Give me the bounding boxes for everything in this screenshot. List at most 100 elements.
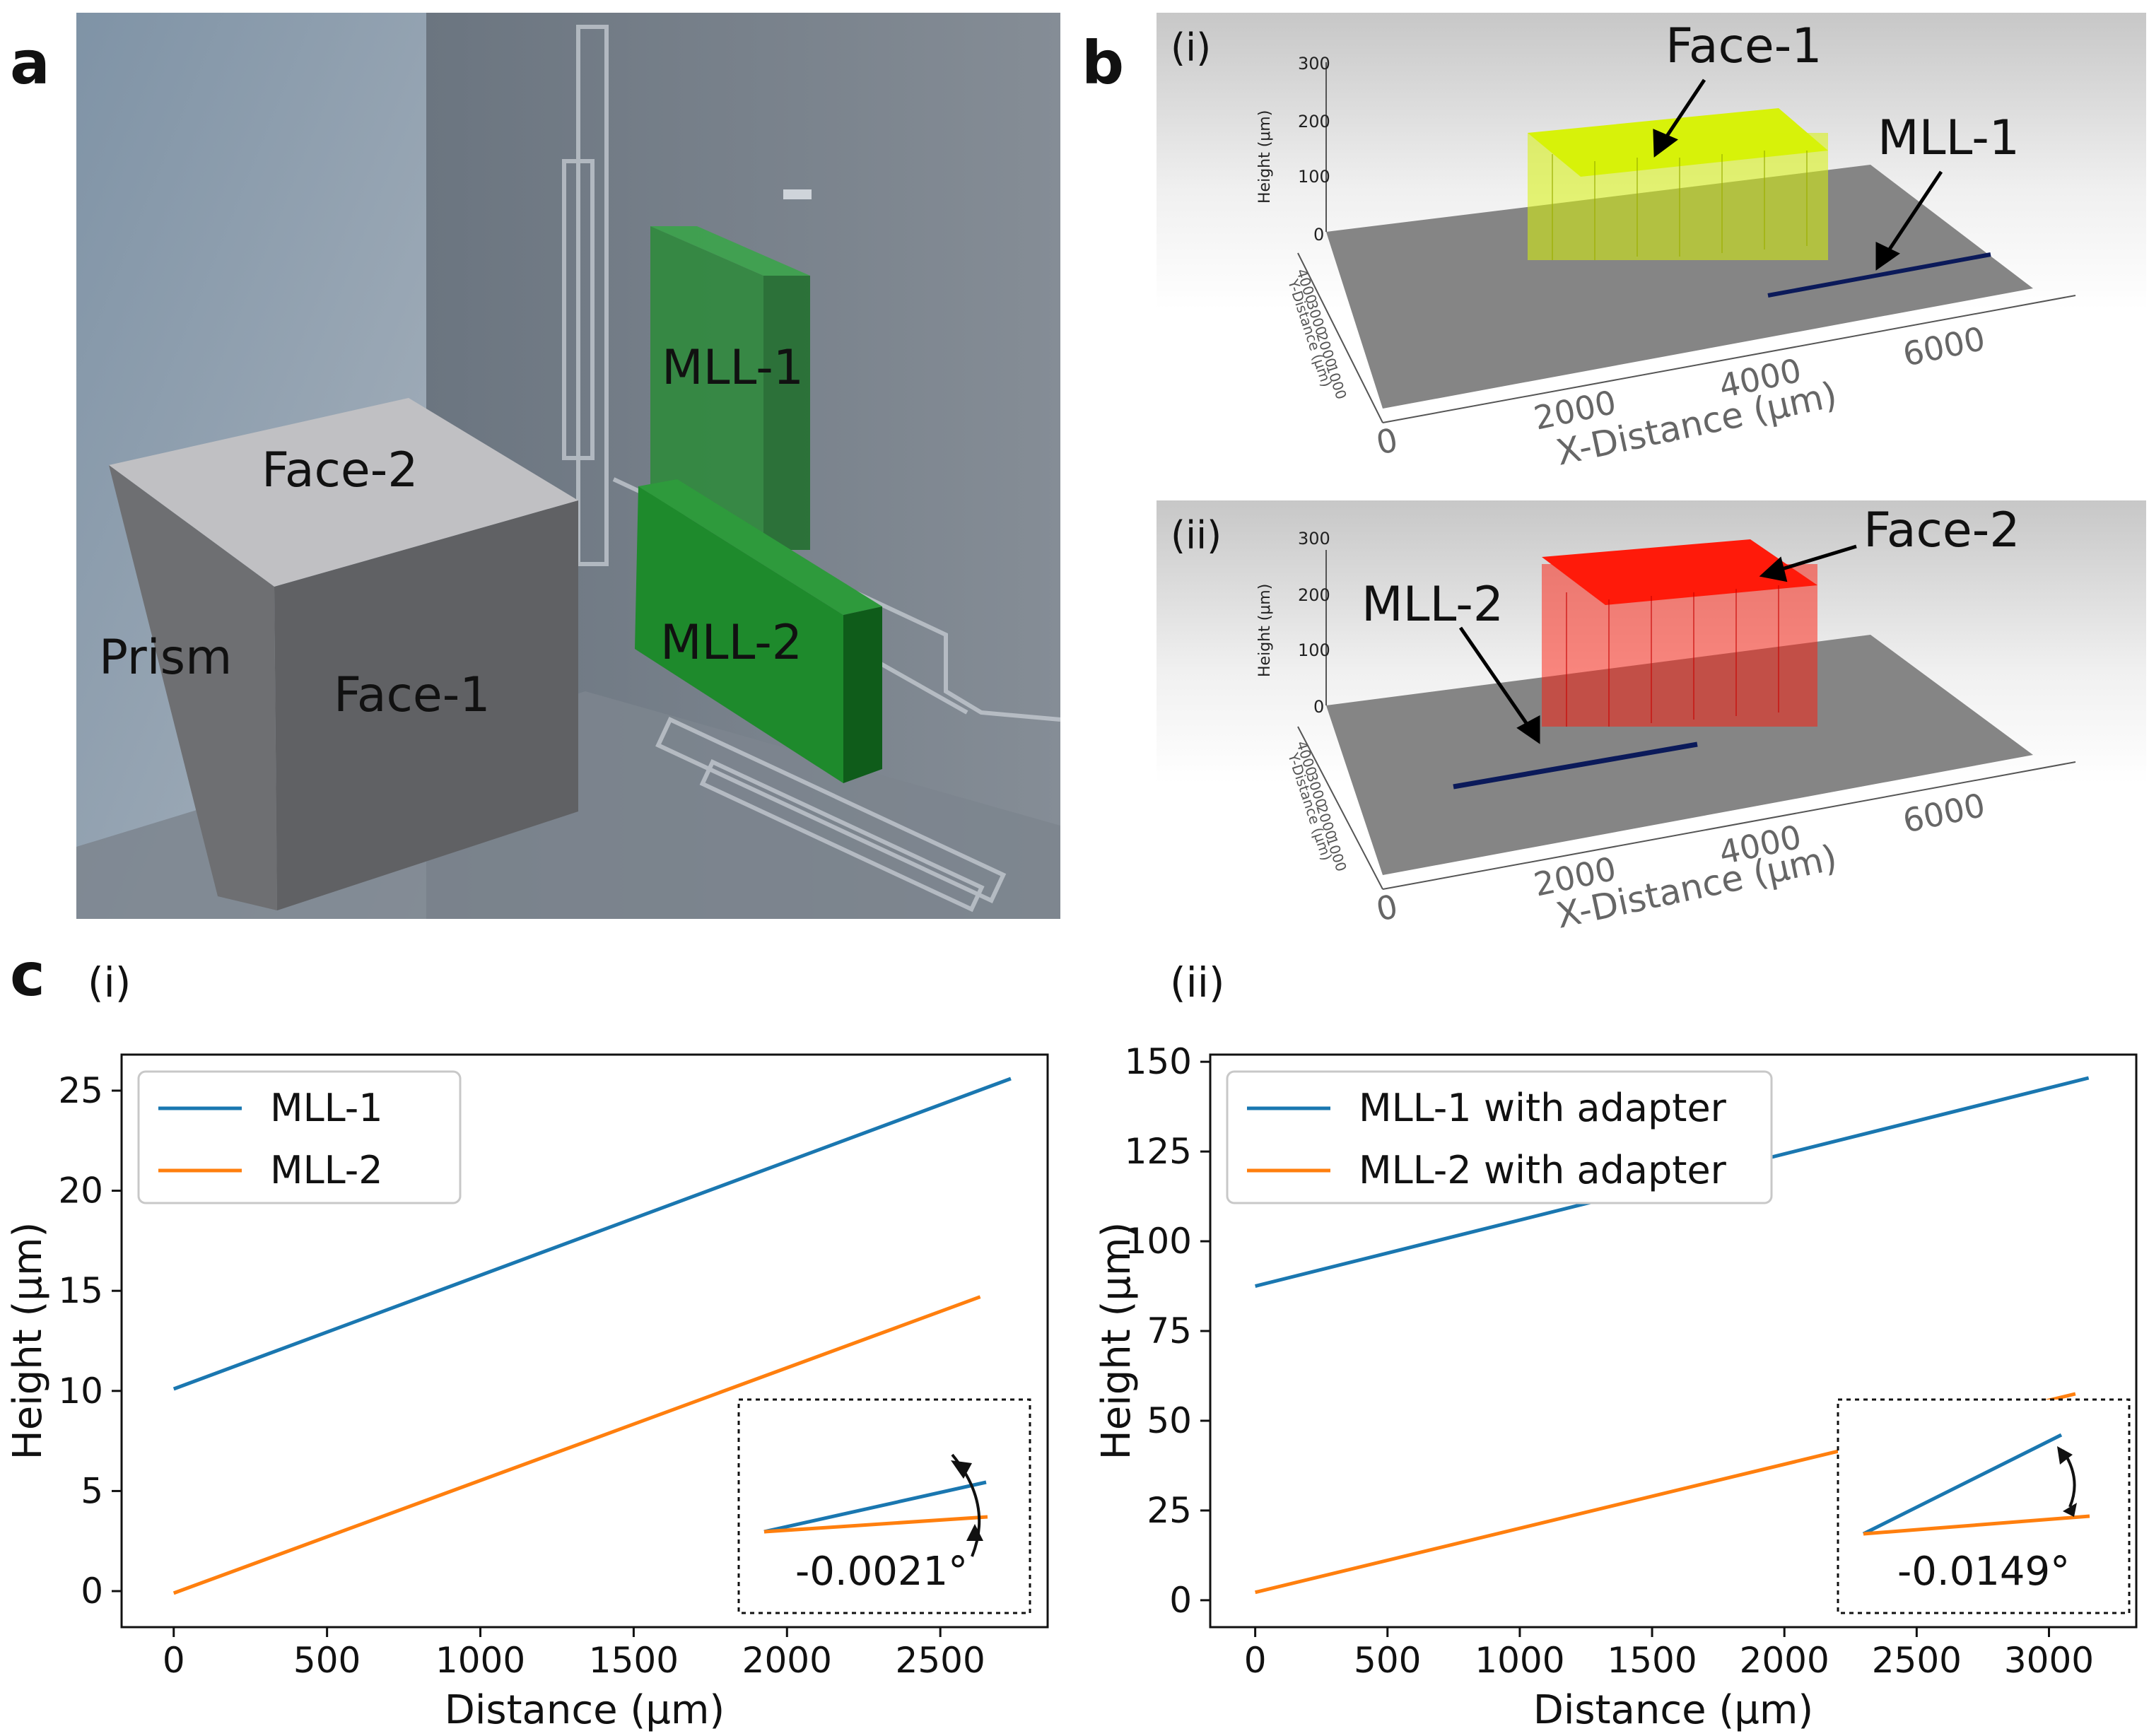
label-face2: Face-2 (262, 442, 418, 498)
legend-box (1226, 1070, 1773, 1204)
mll2-block-top (638, 479, 882, 615)
x-tick-label: 1500 (589, 1640, 679, 1681)
b-i-height-tick: 100 (1298, 167, 1330, 187)
inset-annotation: -0.0021° (795, 1549, 968, 1595)
prism-side-face (109, 465, 277, 910)
chart-c-i: 0 500 1000 1500 2000 2500 0 5 10 15 20 25 Distance (… (5, 1053, 1049, 1733)
x-tick-label: 2000 (1740, 1640, 1829, 1681)
mll1-block-top (650, 226, 810, 276)
y-axis-label: Height (μm) (5, 1222, 51, 1460)
label-face1: Face-1 (334, 667, 491, 723)
y-tick-label: 20 (58, 1171, 103, 1212)
inset: -0.0021° (737, 1398, 1031, 1614)
inset-line-blue (1862, 1433, 2063, 1536)
b-i-face1-streaks (1552, 151, 1808, 260)
x-tick-label: 1500 (1607, 1640, 1697, 1681)
inset-arrowhead (951, 1460, 972, 1479)
b-ii-face2-walls (1542, 564, 1817, 727)
x-tick-label: 0 (163, 1640, 185, 1681)
x-tick-label: 1000 (435, 1640, 525, 1681)
y-tick-label: 150 (1125, 1046, 1192, 1082)
inset: -0.0149° (1837, 1398, 2131, 1614)
inset-line-blue (763, 1480, 987, 1534)
series-line (172, 1077, 1012, 1391)
b-i-height-tick: 300 (1298, 54, 1330, 74)
mll1-block-side (763, 276, 810, 550)
mll2-block-front (635, 486, 843, 783)
y-tick-label: 10 (58, 1371, 103, 1412)
b-i-base-plate (1326, 165, 2033, 409)
b-ii-mll2-trace (1453, 741, 1698, 790)
panel-b-ii-plot: Face-2 MLL-2 (ii) Height (μm) 300 200 10… (1157, 500, 2146, 933)
legend: MLL-1 with adapter MLL-2 with adapter (1226, 1070, 1773, 1204)
inset-arrowhead (2057, 1446, 2073, 1465)
x-tick-label: 0 (1244, 1640, 1267, 1681)
b-i-height-axis-title: Height (μm) (1256, 110, 1274, 204)
b-i-face1-label: Face-1 (1665, 18, 1822, 74)
y-tick-label: 50 (1147, 1400, 1192, 1441)
panel-b-letter: b (1082, 28, 1125, 98)
inset-line-orange (1863, 1514, 2090, 1536)
b-ii-sub-label: (ii) (1171, 513, 1222, 558)
b-i-y-axis-line (1297, 252, 1383, 423)
x-tick-label: 1000 (1475, 1640, 1564, 1681)
panel-c-i-sub-label: (i) (88, 958, 131, 1007)
y-tick-label: 5 (81, 1470, 103, 1511)
inset-line-orange (763, 1515, 988, 1534)
b-ii-arrows (1458, 544, 1857, 744)
label-prism: Prism (99, 630, 232, 686)
b-i-x-tick: 6000 (1899, 319, 1989, 374)
x-tick-label: 3000 (2004, 1640, 2094, 1681)
legend-label: MLL-1 with adapter (1359, 1086, 1727, 1130)
chart-c-ii: 0 500 1000 1500 2000 2500 3000 0 25 50 75 100 125 150… (1094, 1046, 2138, 1733)
prism-top-face (109, 398, 578, 587)
prism-front-face (274, 500, 578, 910)
x-axis-label: Distance (μm) (445, 1687, 725, 1733)
y-tick-label: 25 (1147, 1490, 1192, 1531)
x-tick-label: 2000 (742, 1640, 832, 1681)
b-ii-base-plate (1326, 635, 2033, 875)
b-ii-x-tick: 6000 (1899, 786, 1989, 840)
b-ii-height-axis-title: Height (μm) (1256, 584, 1274, 677)
b-i-x-tick: 0 (1373, 421, 1401, 462)
inset-frame (1837, 1398, 2131, 1614)
b-ii-x-axis-line (1382, 761, 2076, 890)
y-axis-label: Height (μm) (1094, 1222, 1140, 1460)
legend-label: MLL-2 with adapter (1359, 1148, 1727, 1192)
b-ii-face2-streaks (1566, 585, 1779, 727)
panel-b-i-plot: Face-1 MLL-1 (i) Height (μm) 300 200 100… (1157, 13, 2146, 472)
y-tick-label: 75 (1147, 1310, 1192, 1351)
x-axis-label: Distance (μm) (1533, 1687, 1814, 1733)
legend: MLL-1 MLL-2 (137, 1070, 462, 1204)
y-tick-label: 25 (58, 1070, 103, 1111)
b-i-arrows (1653, 78, 1943, 271)
y-tick-label: 100 (1125, 1221, 1192, 1262)
b-i-face1-walls (1528, 133, 1828, 260)
inset-annotation: -0.0149° (1897, 1549, 2070, 1595)
b-ii-face2-label: Face-2 (1863, 503, 2020, 558)
y-tick-label: 125 (1125, 1131, 1192, 1172)
legend-label: MLL-2 (270, 1148, 383, 1192)
label-mll2: MLL-2 (660, 615, 802, 671)
b-i-sub-label: (i) (1171, 25, 1211, 70)
b-ii-height-tick: 100 (1298, 640, 1330, 660)
b-i-height-tick: 200 (1298, 112, 1330, 131)
inset-arrowhead (2063, 1503, 2077, 1517)
series-line (172, 1295, 981, 1595)
panel-a-render: Face-2 Prism Face-1 MLL-1 MLL-2 (76, 13, 1060, 919)
b-ii-height-tick: 0 (1313, 697, 1324, 717)
panel-c-ii-sub-label: (ii) (1170, 958, 1225, 1007)
x-tick-label: 2500 (896, 1640, 985, 1681)
b-ii-x-tick: 0 (1373, 887, 1401, 929)
x-tick-label: 500 (1354, 1640, 1421, 1681)
y-tick-label: 0 (81, 1571, 103, 1612)
b-i-mll1-trace (1767, 252, 1991, 298)
b-ii-mll2-label: MLL-2 (1362, 577, 1504, 633)
b-i-height-tick: 0 (1313, 225, 1324, 245)
label-mll1: MLL-1 (662, 340, 804, 396)
b-ii-y-axis-line (1297, 726, 1383, 890)
small-fixture (783, 189, 812, 199)
panel-a-letter: a (10, 28, 50, 98)
y-tick-label: 0 (1169, 1580, 1192, 1621)
y-tick-label: 15 (58, 1270, 103, 1311)
